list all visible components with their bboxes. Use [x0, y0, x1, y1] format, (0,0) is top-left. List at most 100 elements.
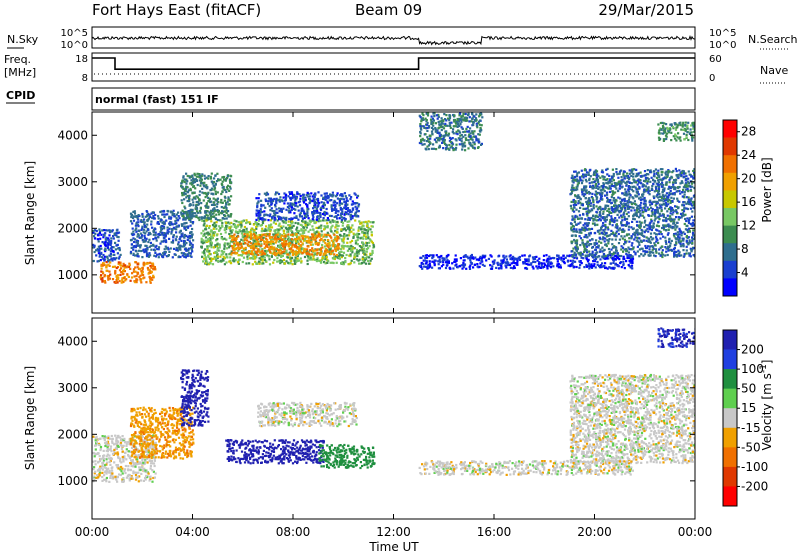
- scatter-cell: [323, 212, 326, 215]
- scatter-cell: [225, 253, 228, 256]
- scatter-cell: [606, 256, 609, 259]
- scatter-cell: [264, 206, 267, 209]
- scatter-cell: [556, 260, 559, 263]
- scatter-cell: [441, 259, 444, 262]
- scatter-cell: [216, 219, 219, 222]
- scatter-cell: [152, 211, 155, 214]
- scatter-cell: [188, 175, 191, 178]
- scatter-cell: [149, 254, 152, 257]
- scatter-cell: [319, 251, 322, 254]
- scatter-cell: [246, 255, 249, 258]
- scatter-cell: [101, 241, 104, 244]
- scatter-cell: [221, 225, 224, 228]
- scatter-cell: [353, 261, 356, 264]
- scatter-cell: [629, 254, 632, 257]
- scatter-cell: [216, 256, 219, 260]
- scatter-cell: [311, 258, 314, 261]
- scatter-cell: [131, 272, 134, 275]
- scatter-cell: [143, 225, 146, 229]
- scatter-cell: [334, 211, 337, 214]
- scatter-cell: [361, 256, 364, 259]
- scatter-cell: [627, 175, 630, 178]
- scatter-cell: [214, 250, 217, 254]
- scatter-cell: [142, 239, 145, 242]
- scatter-cell: [132, 219, 136, 222]
- scatter-cell: [97, 248, 100, 251]
- scatter-cell: [109, 255, 112, 258]
- scatter-cell: [585, 251, 589, 254]
- scatter-cell: [334, 247, 337, 250]
- scatter-cell: [223, 178, 226, 181]
- scatter-cell: [244, 231, 247, 234]
- scatter-cell: [693, 171, 695, 174]
- scatter-cell: [432, 124, 435, 127]
- scatter-cell: [154, 213, 157, 217]
- scatter-cell: [311, 233, 314, 236]
- scatter-cell: [160, 233, 163, 236]
- scatter-cell: [192, 196, 195, 199]
- scatter-cell: [607, 214, 610, 217]
- scatter-cell: [208, 225, 211, 228]
- scatter-cell: [243, 247, 246, 250]
- scatter-cell: [154, 255, 158, 258]
- scatter-cell: [310, 241, 313, 244]
- scatter-cell: [109, 244, 112, 247]
- scatter-cell: [183, 236, 186, 239]
- scatter-cell: [285, 218, 288, 221]
- scatter-cell: [418, 141, 421, 145]
- scatter-cell: [235, 227, 238, 230]
- scatter-cell: [178, 231, 181, 234]
- scatter-cell: [582, 250, 586, 253]
- scatter-cell: [198, 174, 201, 177]
- scatter-cell: [306, 248, 309, 251]
- scatter-cell: [619, 200, 622, 203]
- scatter-cell: [425, 259, 428, 263]
- scatter-cell: [192, 201, 195, 204]
- scatter-cell: [230, 250, 233, 253]
- scatter-cell: [159, 230, 162, 234]
- scatter-cell: [275, 208, 278, 211]
- scatter-cell: [302, 196, 305, 199]
- scatter-cell: [615, 168, 618, 171]
- scatter-cell: [342, 235, 345, 238]
- scatter-cell: [569, 259, 572, 262]
- scatter-cell: [337, 236, 340, 239]
- scatter-cell: [424, 127, 428, 130]
- scatter-cell: [273, 210, 276, 213]
- scatter-cell: [655, 189, 658, 192]
- scatter-cell: [434, 122, 438, 125]
- scatter-cell: [296, 239, 299, 242]
- scatter-cell: [580, 262, 583, 265]
- scatter-cell: [282, 258, 285, 262]
- scatter-cell: [348, 254, 351, 257]
- scatter-cell: [333, 257, 336, 261]
- scatter-cell: [145, 210, 148, 213]
- scatter-cell: [116, 277, 120, 280]
- scatter-cell: [571, 174, 574, 177]
- scatter-cell: [299, 240, 302, 243]
- scatter-cell: [274, 193, 277, 196]
- scatter-cell: [279, 225, 282, 228]
- scatter-cell: [209, 212, 212, 216]
- scatter-cell: [255, 239, 258, 242]
- scatter-cell: [350, 259, 353, 262]
- scatter-cell: [257, 244, 260, 247]
- scatter-cell: [357, 210, 360, 213]
- scatter-cell: [191, 246, 194, 249]
- scatter-cell: [184, 189, 187, 192]
- scatter-cell: [279, 236, 282, 239]
- scatter-cell: [315, 260, 318, 263]
- scatter-cell: [463, 145, 466, 148]
- scatter-cell: [104, 244, 107, 247]
- scatter-cell: [100, 256, 104, 259]
- scatter-cell: [287, 244, 290, 247]
- scatter-cell: [633, 200, 636, 203]
- scatter-cell: [207, 240, 210, 243]
- scatter-cell: [449, 124, 452, 127]
- scatter-cell: [575, 178, 579, 181]
- scatter-cell: [297, 229, 300, 232]
- scatter-cell: [344, 234, 348, 237]
- scatter-cell: [356, 194, 360, 197]
- scatter-cell: [203, 181, 206, 184]
- scatter-cell: [340, 216, 343, 219]
